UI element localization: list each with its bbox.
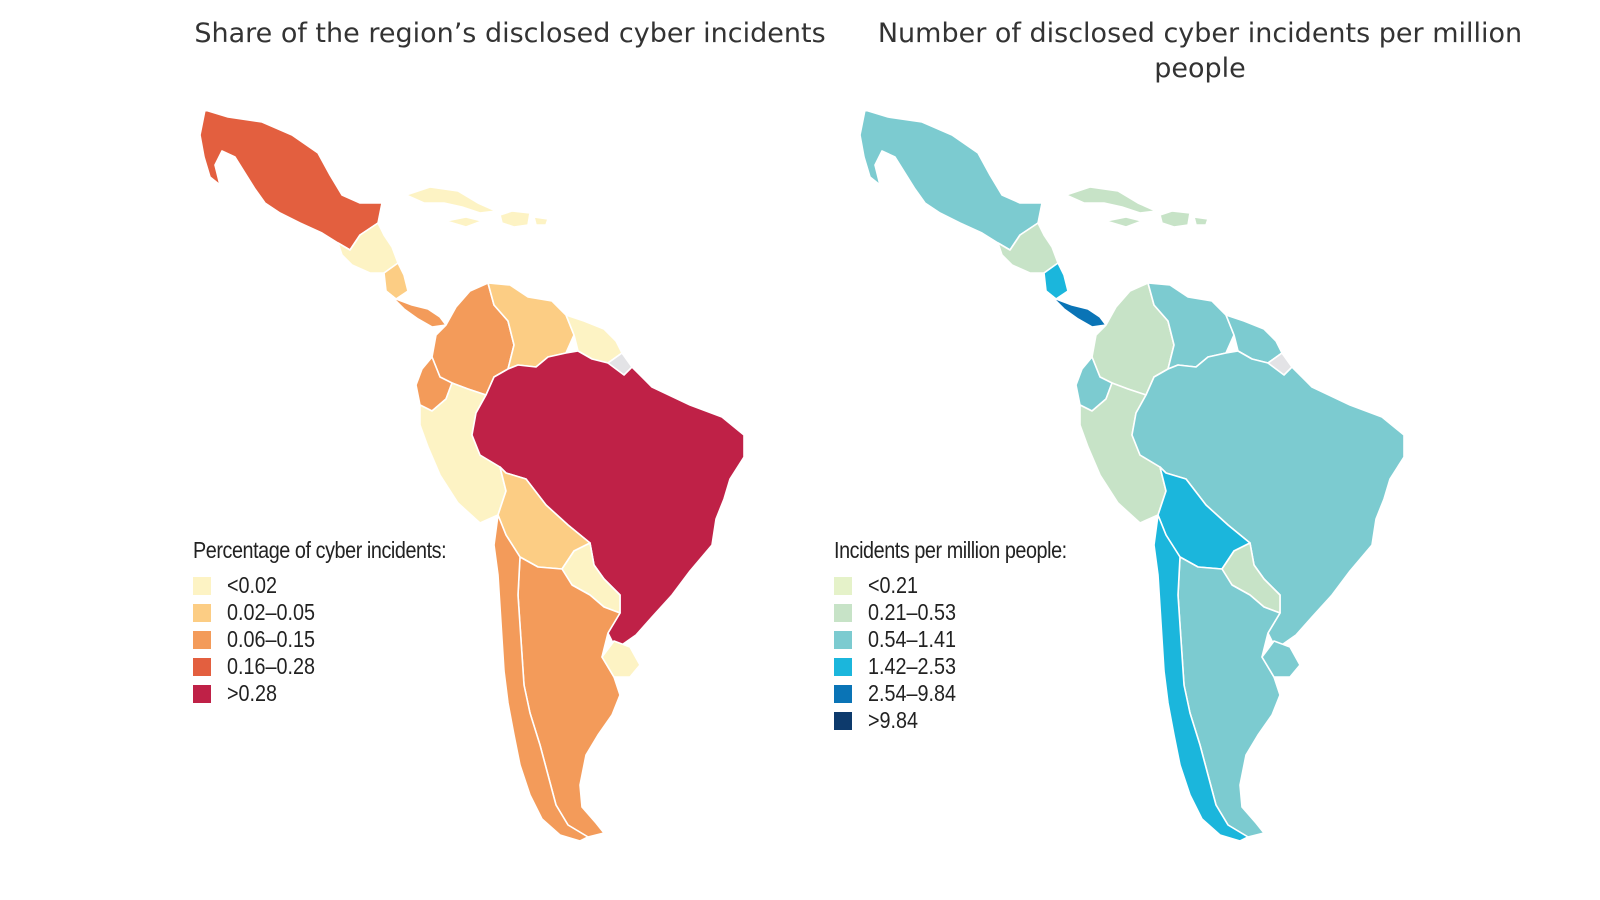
choropleth-map-share — [199, 109, 745, 842]
legend-swatch — [834, 684, 852, 703]
legend-label: 0.06–0.15 — [227, 626, 316, 652]
legend-label: 0.54–1.41 — [868, 626, 957, 652]
legend-per-million: Incidents per million people: <0.21 0.21–… — [834, 537, 1105, 734]
map-title-per-million: Number of disclosed cyber incidents per … — [877, 18, 1523, 84]
legend-label: >0.28 — [227, 680, 278, 706]
region-panama — [1045, 290, 1107, 328]
legend-swatch — [193, 684, 211, 703]
region-caribbean — [405, 186, 549, 228]
legend-swatch — [193, 576, 211, 595]
legend-items: <0.21 0.21–0.53 0.54–1.41 1.42–2.53 2.54–9.8… — [834, 572, 1105, 734]
region-no-data — [607, 352, 633, 376]
region-chile — [493, 514, 589, 842]
legend-swatch — [193, 603, 211, 622]
legend-item: 0.02–0.05 — [193, 599, 487, 626]
legend-swatch — [834, 711, 852, 730]
legend-item: <0.02 — [193, 572, 487, 599]
region-mexico — [199, 109, 383, 251]
region-central-america-nw — [997, 222, 1059, 274]
legend-item: >9.84 — [834, 707, 1105, 734]
legend-swatch — [834, 576, 852, 595]
region-uruguay — [601, 640, 641, 678]
legend-title: Percentage of cyber incidents: — [193, 537, 447, 563]
region-chile — [1153, 514, 1249, 842]
legend-label: 0.16–0.28 — [227, 653, 316, 679]
legend-item: <0.21 — [834, 572, 1105, 599]
legend-item: 0.54–1.41 — [834, 626, 1105, 653]
legend-swatch — [193, 657, 211, 676]
legend-swatch — [834, 630, 852, 649]
legend-items: <0.02 0.02–0.05 0.06–0.15 0.16–0.28 >0.28 — [193, 572, 487, 707]
region-no-data — [1267, 352, 1293, 376]
legend-item: 0.06–0.15 — [193, 626, 487, 653]
legend-label: 0.02–0.05 — [227, 599, 316, 625]
region-uruguay — [1261, 640, 1301, 678]
region-mexico — [859, 109, 1043, 251]
choropleth-map-per-million — [859, 109, 1405, 842]
legend-title: Incidents per million people: — [834, 537, 1067, 563]
region-central-america-nw — [337, 222, 399, 274]
region-caribbean — [1065, 186, 1209, 228]
legend-swatch — [834, 657, 852, 676]
legend-item: 2.54–9.84 — [834, 680, 1105, 707]
legend-swatch — [834, 603, 852, 622]
legend-swatch — [193, 630, 211, 649]
legend-share: Percentage of cyber incidents: <0.02 0.02… — [193, 537, 487, 707]
legend-label: <0.02 — [227, 572, 278, 598]
legend-label: >9.84 — [868, 707, 919, 733]
legend-item: 1.42–2.53 — [834, 653, 1105, 680]
legend-item: 0.21–0.53 — [834, 599, 1105, 626]
legend-label: 1.42–2.53 — [868, 653, 957, 679]
legend-item: 0.16–0.28 — [193, 653, 487, 680]
legend-item: >0.28 — [193, 680, 487, 707]
legend-label: 0.21–0.53 — [868, 599, 957, 625]
legend-label: <0.21 — [868, 572, 919, 598]
region-panama — [385, 290, 447, 328]
legend-label: 2.54–9.84 — [868, 680, 957, 706]
map-title-share: Share of the region’s disclosed cyber in… — [194, 18, 826, 49]
